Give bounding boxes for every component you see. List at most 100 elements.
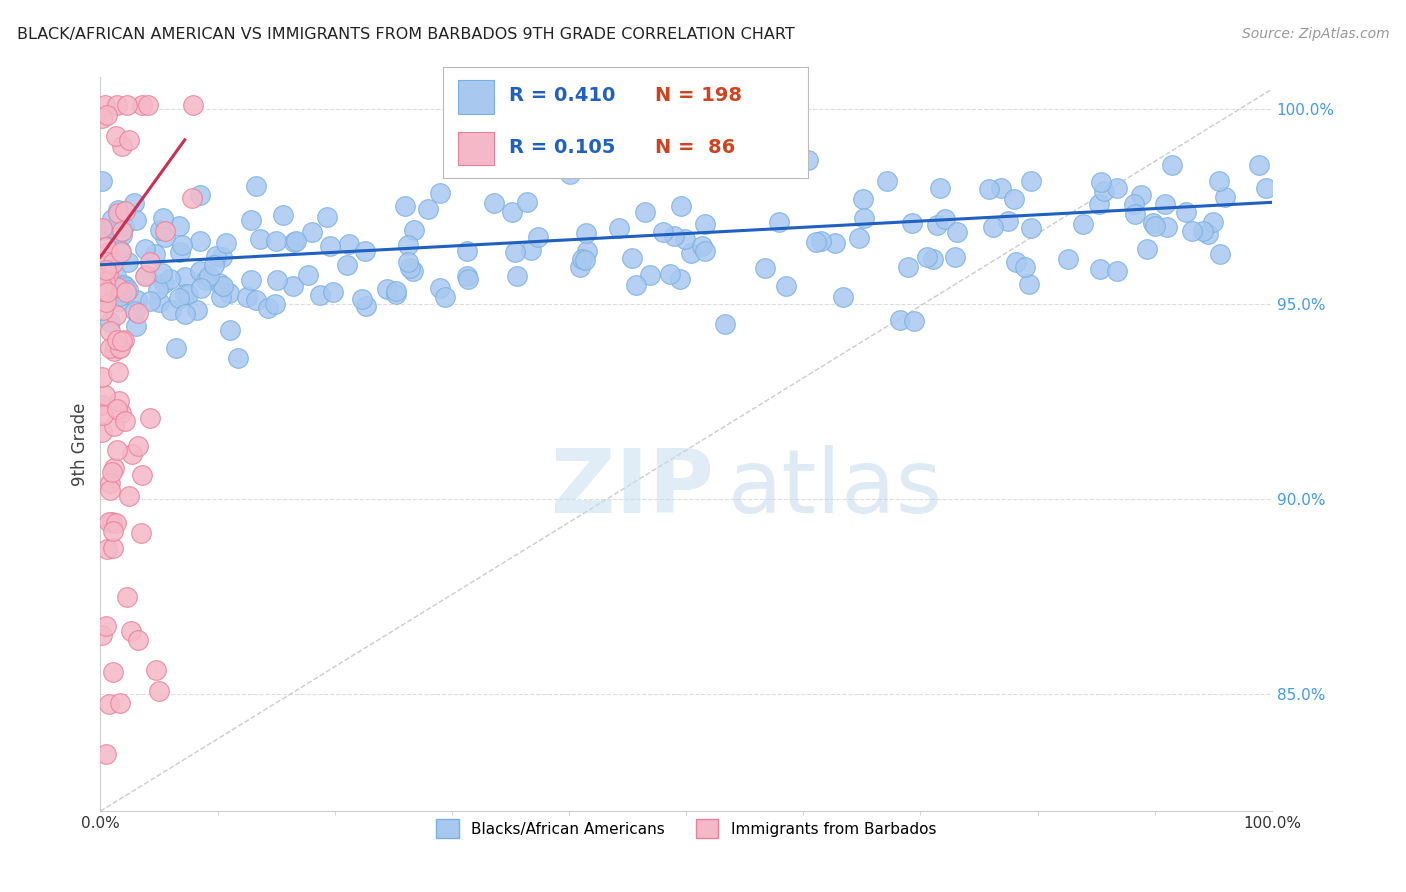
Point xyxy=(100,222,122,236)
Point xyxy=(117,283,139,297)
Point xyxy=(131,467,153,482)
Point xyxy=(283,235,305,250)
Point xyxy=(117,591,139,605)
Point xyxy=(103,461,125,475)
Point xyxy=(754,261,776,276)
Point xyxy=(124,304,146,318)
Point xyxy=(112,278,135,293)
Point xyxy=(1181,224,1204,238)
Point xyxy=(121,447,143,461)
Point xyxy=(98,315,121,329)
Point xyxy=(669,271,692,285)
Point xyxy=(101,211,124,226)
Point xyxy=(946,225,969,239)
Point xyxy=(93,275,115,289)
Point xyxy=(155,224,177,238)
Point xyxy=(110,406,132,420)
Point xyxy=(104,336,127,351)
Point xyxy=(148,294,170,309)
Point xyxy=(108,393,131,408)
Point xyxy=(188,264,211,278)
Point xyxy=(96,108,118,122)
Point xyxy=(91,287,114,301)
Point xyxy=(108,244,131,258)
Point xyxy=(104,308,127,322)
Point xyxy=(107,285,129,299)
Point xyxy=(1123,197,1146,211)
Point xyxy=(943,251,966,265)
Point xyxy=(104,516,127,531)
Point xyxy=(188,187,211,202)
Point xyxy=(352,292,374,306)
Point xyxy=(174,269,197,284)
Point xyxy=(101,515,124,529)
Point xyxy=(186,303,208,318)
Text: N =  86: N = 86 xyxy=(655,137,735,157)
Point xyxy=(198,268,221,283)
Point xyxy=(107,365,129,379)
Point xyxy=(98,475,121,490)
Point xyxy=(111,227,134,242)
Point xyxy=(125,213,148,227)
Point xyxy=(336,258,359,272)
Point xyxy=(103,343,125,358)
Point xyxy=(204,258,226,272)
Point xyxy=(256,301,278,315)
Point xyxy=(117,255,139,269)
Point xyxy=(308,288,330,302)
Point xyxy=(148,223,170,237)
Point xyxy=(571,252,593,266)
Point xyxy=(1123,207,1146,221)
Point xyxy=(1005,254,1028,268)
Point xyxy=(1156,220,1178,235)
Point xyxy=(218,323,240,337)
Point xyxy=(211,250,233,264)
Point xyxy=(402,223,425,237)
Point xyxy=(145,663,167,677)
Point xyxy=(503,244,526,259)
Point xyxy=(669,199,692,213)
Point xyxy=(934,212,956,227)
Point xyxy=(218,285,240,300)
Point xyxy=(135,268,157,282)
Point xyxy=(621,251,644,265)
Point xyxy=(714,318,737,332)
Point xyxy=(108,341,131,355)
Point xyxy=(506,268,529,283)
Point xyxy=(1208,173,1230,187)
Point xyxy=(108,696,131,710)
Point xyxy=(997,214,1019,228)
Point xyxy=(396,237,419,252)
Point xyxy=(399,261,422,276)
Point xyxy=(90,425,112,440)
Text: N = 198: N = 198 xyxy=(655,87,742,105)
Point xyxy=(285,234,308,248)
Point xyxy=(929,180,952,194)
Point xyxy=(107,206,129,220)
Point xyxy=(624,277,647,292)
Point xyxy=(190,234,212,248)
FancyBboxPatch shape xyxy=(457,131,494,165)
Point xyxy=(90,174,112,188)
Point xyxy=(127,440,149,454)
Point xyxy=(90,221,112,235)
Text: R = 0.105: R = 0.105 xyxy=(509,137,614,157)
Point xyxy=(1092,184,1115,198)
Point xyxy=(90,279,112,293)
Point xyxy=(1249,158,1271,172)
Point xyxy=(91,223,114,237)
Point xyxy=(209,290,232,304)
Point xyxy=(165,341,187,355)
Point xyxy=(98,341,121,355)
Point xyxy=(129,525,152,540)
Point xyxy=(690,239,713,253)
Point xyxy=(114,203,136,218)
Point xyxy=(112,333,135,347)
Point xyxy=(1071,217,1094,231)
Point xyxy=(1142,216,1164,230)
Point xyxy=(212,278,235,293)
Point xyxy=(125,318,148,333)
Point xyxy=(456,244,478,258)
Point xyxy=(1197,227,1219,241)
Point xyxy=(108,289,131,303)
